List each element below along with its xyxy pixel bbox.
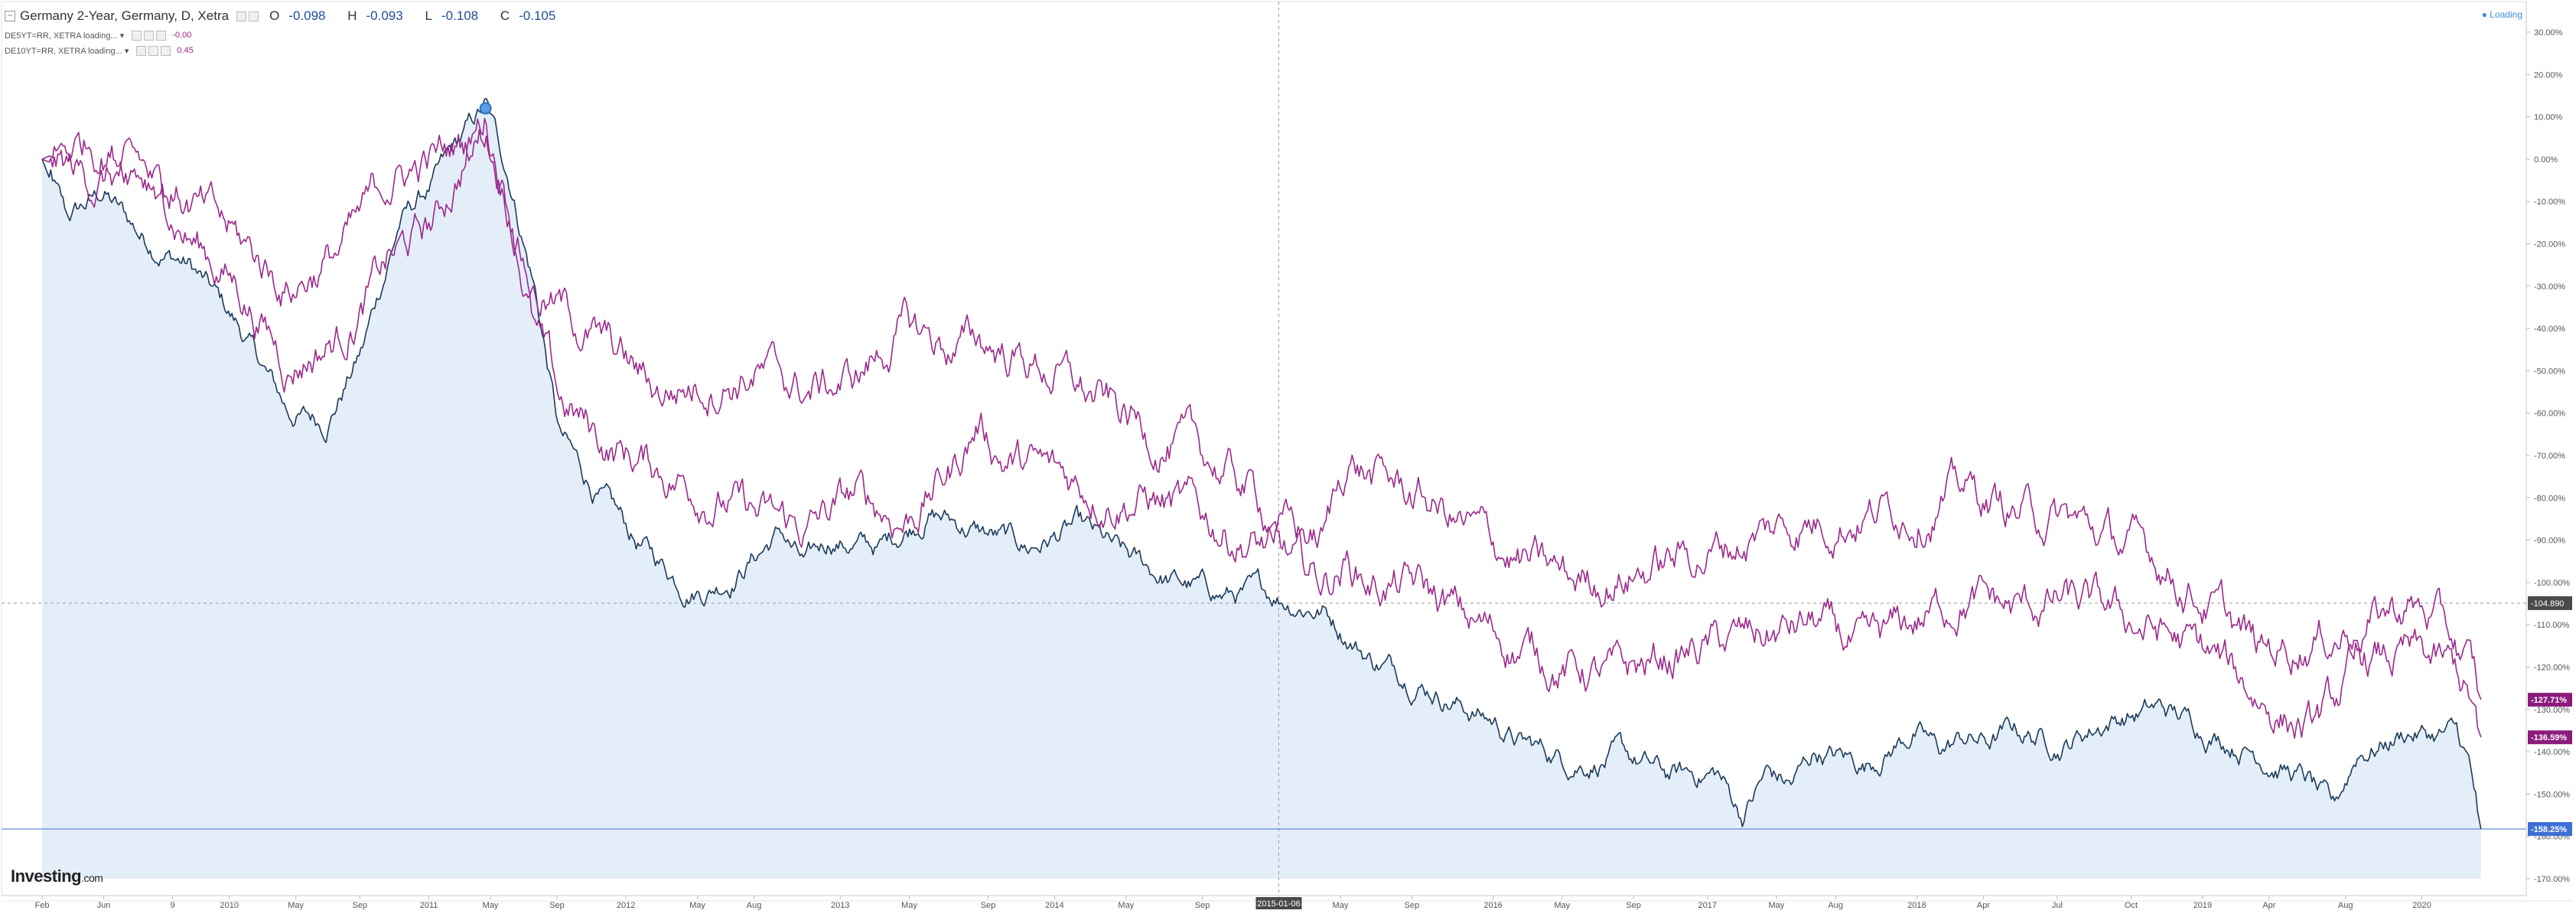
x-tick-label: May bbox=[689, 901, 705, 910]
last-value-label-germany-2y: -158.25% bbox=[2531, 825, 2567, 834]
x-tick-label: Sep bbox=[353, 901, 368, 910]
legend: – Germany 2-Year, Germany, D, Xetra O -0.… bbox=[5, 5, 574, 58]
settings-icon[interactable] bbox=[236, 11, 247, 21]
settings-icon[interactable] bbox=[136, 45, 147, 56]
x-tick-label: 2011 bbox=[420, 901, 438, 910]
x-tick-label: 2017 bbox=[1698, 901, 1716, 910]
main-legend-row: – Germany 2-Year, Germany, D, Xetra O -0.… bbox=[5, 5, 574, 28]
x-tick-label: May bbox=[1118, 901, 1134, 910]
compare-value: -0.00 bbox=[172, 31, 192, 40]
close-value: -0.105 bbox=[519, 8, 556, 23]
x-tick-label: Apr bbox=[2262, 901, 2275, 910]
x-tick-label: 2016 bbox=[1483, 901, 1502, 910]
y-tick-label: -20.00% bbox=[2534, 240, 2565, 250]
crosshair-value-label: -104.890 bbox=[2531, 599, 2564, 609]
x-tick-label: 9 bbox=[171, 901, 175, 910]
close-icon[interactable] bbox=[161, 45, 171, 56]
x-tick-label: 2010 bbox=[220, 901, 238, 910]
open-value: -0.098 bbox=[288, 8, 326, 23]
crosshair-date-box bbox=[1255, 897, 1302, 909]
y-tick-label: -70.00% bbox=[2534, 452, 2565, 461]
x-tick-label: 2018 bbox=[1907, 901, 1926, 910]
y-tick-label: -100.00% bbox=[2534, 579, 2570, 588]
ohlc-values: O -0.098 H -0.093 L -0.108 C -0.105 bbox=[269, 8, 556, 23]
series-line-de10y bbox=[41, 129, 2482, 700]
loading-indicator: ● Loading bbox=[2481, 9, 2522, 20]
series-area-germany-2y bbox=[42, 98, 2481, 879]
x-tick-label: Sep bbox=[981, 901, 996, 910]
x-tick-label: Apr bbox=[1977, 901, 1990, 910]
x-tick-label: Sep bbox=[1195, 901, 1210, 910]
last-value-label-de10y: -127.71% bbox=[2531, 696, 2567, 705]
x-tick-label: Feb bbox=[35, 901, 50, 910]
compare-legend-row-10y[interactable]: DE10YT=RR, XETRA loading... ▾ 0.45 bbox=[5, 43, 574, 58]
y-tick-label: -60.00% bbox=[2534, 410, 2565, 419]
x-tick-label: 2019 bbox=[2193, 901, 2212, 910]
x-tick-label: 2014 bbox=[1045, 901, 1063, 910]
collapse-legend-button[interactable]: – bbox=[5, 11, 15, 21]
x-tick-label: Sep bbox=[549, 901, 565, 910]
x-tick-label: 2020 bbox=[2412, 901, 2431, 910]
low-value: -0.108 bbox=[441, 8, 479, 23]
y-tick-label: 30.00% bbox=[2534, 28, 2563, 38]
x-tick-label: May bbox=[901, 901, 917, 910]
compare-value: 0.45 bbox=[177, 46, 194, 55]
chart-title: Germany 2-Year, Germany, D, Xetra bbox=[20, 8, 230, 23]
y-tick-label: -130.00% bbox=[2534, 706, 2570, 715]
last-value-box-germany-2y bbox=[2528, 822, 2572, 837]
series-line-de5y bbox=[41, 117, 2482, 739]
crosshair-date-label: 2015-01-06 bbox=[1257, 899, 1300, 909]
x-tick-label: Sep bbox=[1626, 901, 1641, 910]
x-tick-label: Oct bbox=[2125, 901, 2138, 910]
compare-legend-row-5y[interactable]: DE5YT=RR, XETRA loading... ▾ -0.00 bbox=[5, 28, 574, 43]
last-value-label-de5y: -136.59% bbox=[2531, 733, 2567, 742]
last-value-box-de10y bbox=[2528, 693, 2572, 707]
y-tick-label: -40.00% bbox=[2534, 325, 2565, 334]
marker-dot bbox=[479, 102, 492, 115]
crosshair-value-box bbox=[2528, 596, 2572, 610]
close-icon[interactable] bbox=[156, 30, 167, 41]
investing-logo: Investing.com bbox=[11, 866, 103, 886]
x-tick-label: May bbox=[1554, 901, 1570, 910]
x-tick-label: Sep bbox=[1405, 901, 1420, 910]
x-tick-label: May bbox=[483, 901, 499, 910]
visibility-icon[interactable] bbox=[148, 45, 159, 56]
x-tick-label: Aug bbox=[747, 901, 762, 910]
x-tick-label: Jul bbox=[2052, 901, 2063, 910]
visibility-icon[interactable] bbox=[144, 30, 155, 41]
x-tick-label: May bbox=[1768, 901, 1784, 910]
x-tick-label: Aug bbox=[1828, 901, 1843, 910]
y-tick-label: -90.00% bbox=[2534, 537, 2565, 546]
compare-label[interactable]: DE5YT=RR, XETRA loading... ▾ bbox=[5, 31, 125, 41]
x-tick-label: May bbox=[1333, 901, 1349, 910]
x-tick-label: 2013 bbox=[831, 901, 849, 910]
x-tick-label: May bbox=[288, 901, 304, 910]
y-tick-label: -110.00% bbox=[2534, 621, 2569, 630]
y-tick-label: -80.00% bbox=[2534, 494, 2565, 503]
y-tick-label: -140.00% bbox=[2534, 748, 2570, 757]
y-tick-label: 0.00% bbox=[2534, 155, 2558, 165]
y-tick-label: -50.00% bbox=[2534, 367, 2565, 376]
x-tick-label: Jun bbox=[97, 901, 111, 910]
compare-label[interactable]: DE10YT=RR, XETRA loading... ▾ bbox=[5, 46, 129, 56]
y-tick-label: -170.00% bbox=[2534, 875, 2570, 884]
x-tick-label: Aug bbox=[2338, 901, 2353, 910]
y-tick-label: -10.00% bbox=[2534, 197, 2565, 207]
visibility-icon[interactable] bbox=[249, 11, 259, 21]
last-value-box-de5y bbox=[2528, 730, 2572, 745]
y-tick-label: 20.00% bbox=[2534, 70, 2563, 80]
y-tick-label: -120.00% bbox=[2534, 664, 2570, 673]
x-tick-label: 2012 bbox=[617, 901, 635, 910]
settings-icon[interactable] bbox=[132, 30, 142, 41]
high-value: -0.093 bbox=[366, 8, 403, 23]
y-tick-label: 10.00% bbox=[2534, 113, 2563, 122]
y-tick-label: -150.00% bbox=[2534, 790, 2570, 799]
y-tick-label: -30.00% bbox=[2534, 282, 2565, 292]
